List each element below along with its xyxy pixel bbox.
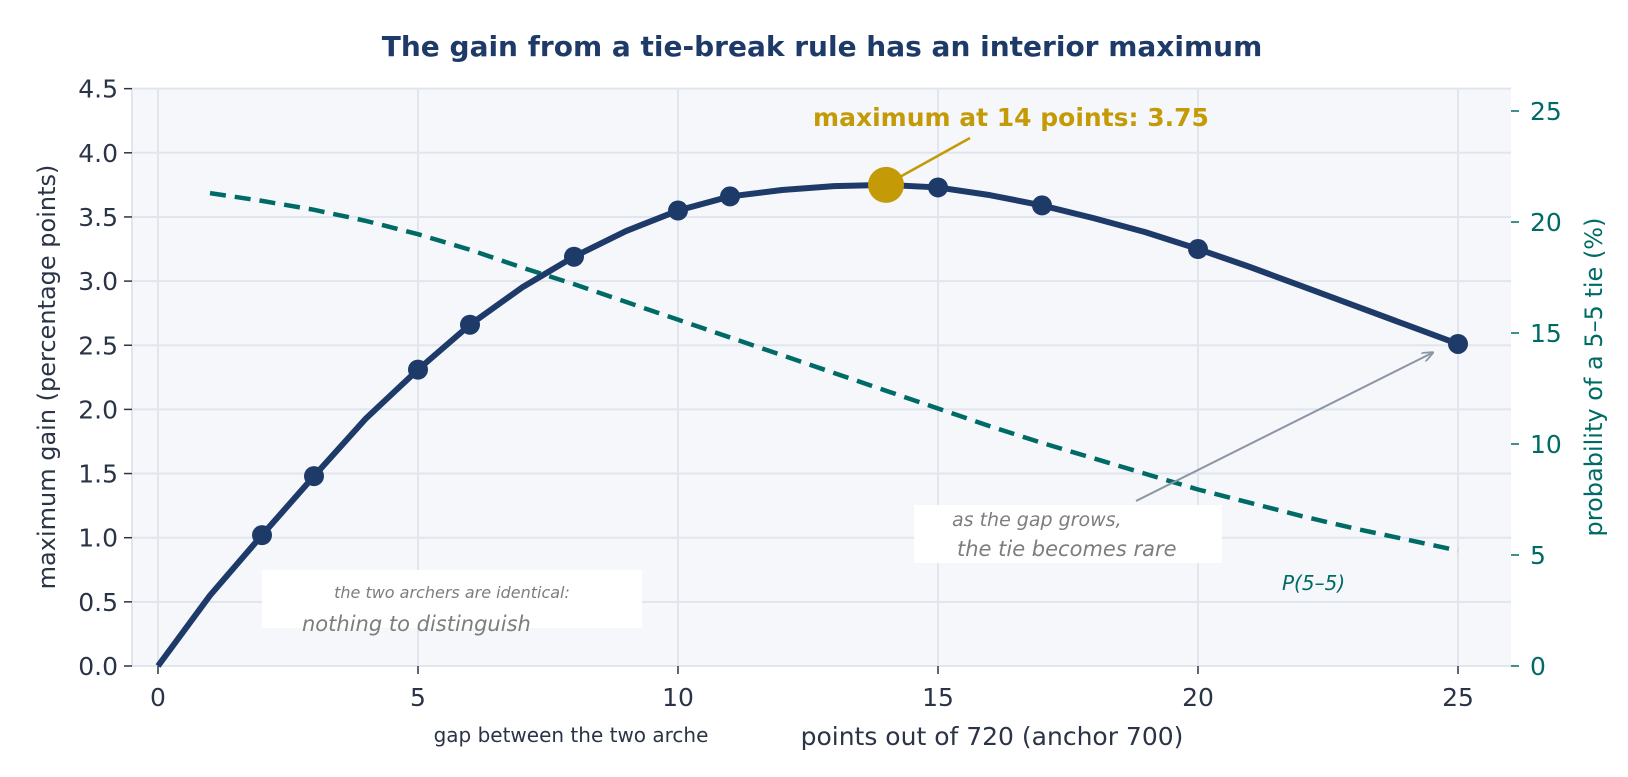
annotation-identical: the two archers are identical: nothing t… <box>262 570 642 636</box>
y2-tick-label: 10 <box>1530 430 1562 459</box>
y2-tick-label: 15 <box>1530 319 1562 348</box>
y-tick-label: 2.0 <box>78 395 118 424</box>
y-tick-label: 4.5 <box>78 75 118 104</box>
chart-title: The gain from a tie-break rule has an in… <box>382 30 1263 63</box>
y2-tick-label: 5 <box>1530 541 1546 570</box>
x-axis-label-secondary: gap between the two arche <box>434 723 709 747</box>
series-p55-line <box>209 190 1459 553</box>
series-gain-point <box>1032 195 1052 216</box>
maximum-label: maximum at 14 points: 3.75 <box>813 103 1209 132</box>
y-tick-label: 2.5 <box>78 331 118 360</box>
y-tick-label: 1.5 <box>78 460 118 489</box>
y2-tick-label: 0 <box>1530 652 1546 681</box>
annotation-gap-top: as the gap grows, <box>952 509 1122 531</box>
series-gain-point <box>408 359 428 380</box>
annotation-gap: as the gap grows, the tie becomes rare <box>914 353 1432 563</box>
y-tick-label: 4.0 <box>78 139 118 168</box>
series-p55 <box>209 190 1459 553</box>
annotation-identical-box <box>262 570 642 628</box>
maximum-point <box>868 166 904 203</box>
series-gain-point <box>304 466 324 487</box>
annotation-arrow <box>1135 353 1432 502</box>
maximum-highlight: maximum at 14 points: 3.75 <box>813 103 1209 203</box>
y2-tick-label: 25 <box>1530 97 1562 126</box>
y-tick-label: 3.5 <box>78 203 118 232</box>
series-gain-point <box>460 314 480 335</box>
y-tick-label: 3.0 <box>78 267 118 296</box>
y-axis-left: 0.0 0.5 1.0 1.5 2.0 2.5 3.0 3.5 4.0 4.5 <box>78 75 132 681</box>
series-gain-point <box>252 525 272 546</box>
y-tick-label: 0.5 <box>78 588 118 617</box>
x-axis: 0 5 10 15 20 25 <box>150 666 1474 712</box>
y-axis-label: maximum gain (percentage points) <box>33 165 61 590</box>
annotation-gap-box <box>914 505 1222 563</box>
x-axis-label: points out of 720 (anchor 700) <box>801 722 1184 751</box>
series-gain <box>155 177 1468 668</box>
annotation-gap-bottom: the tie becomes rare <box>957 537 1177 561</box>
y2-axis-label: probability of a 5–5 tie (%) <box>1580 218 1608 537</box>
y-tick-label: 1.0 <box>78 524 118 553</box>
series-gain-point <box>720 186 740 207</box>
annotation-identical-bottom: nothing to distinguish <box>302 612 531 636</box>
x-tick-label: 15 <box>922 683 954 712</box>
x-tick-label: 25 <box>1442 683 1474 712</box>
x-tick-label: 10 <box>662 683 694 712</box>
x-tick-label: 5 <box>410 683 426 712</box>
y-tick-label: 0.0 <box>78 652 118 681</box>
x-tick-label: 20 <box>1182 683 1214 712</box>
y2-tick-label: 20 <box>1530 208 1562 237</box>
series-gain-line <box>155 181 1460 668</box>
y-axis-right: 0 5 10 15 20 25 <box>1511 97 1562 681</box>
maximum-leader-line <box>899 136 971 178</box>
x-tick-label: 0 <box>150 683 166 712</box>
series-label-p55: P(5–5) <box>1282 571 1345 595</box>
series-gain-point <box>928 177 948 198</box>
series-gain-point <box>1188 239 1208 260</box>
series-gain-point <box>564 246 584 267</box>
series-gain-point <box>668 200 688 221</box>
series-gain-point <box>1448 333 1468 354</box>
annotation-identical-top: the two archers are identical: <box>334 583 570 602</box>
